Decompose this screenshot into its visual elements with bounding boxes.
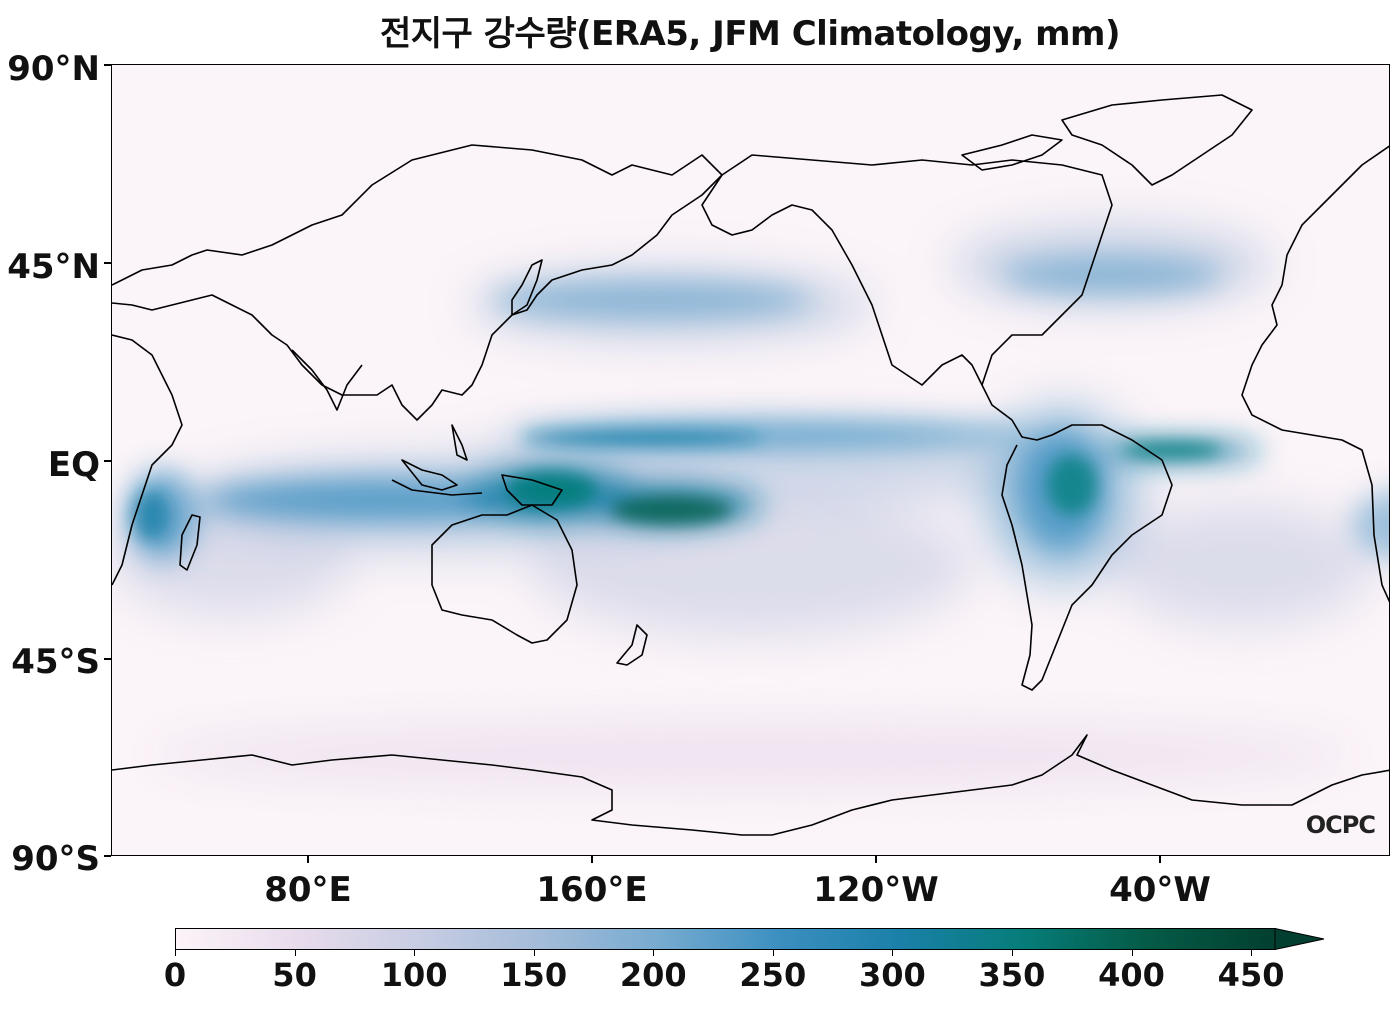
colorbar-tick-label: 250 bbox=[739, 956, 807, 994]
y-tick-mark bbox=[104, 658, 111, 660]
y-label-eq: EQ bbox=[47, 445, 100, 485]
y-label-90s: 90°S bbox=[11, 839, 100, 879]
coast-new-guinea bbox=[501, 474, 563, 506]
coast-greenland bbox=[1061, 94, 1253, 186]
colorbar-tick-mark bbox=[1251, 950, 1253, 956]
coast-madagascar bbox=[179, 514, 201, 571]
colorbar-tick-mark bbox=[1131, 950, 1133, 956]
coast-japan bbox=[511, 259, 543, 316]
x-tick-mark bbox=[875, 856, 877, 863]
y-tick-mark bbox=[104, 855, 111, 857]
colorbar-tick-mark bbox=[294, 950, 296, 956]
coast-new-zealand bbox=[616, 624, 648, 666]
colorbar-tick-label: 150 bbox=[500, 956, 568, 994]
coast-java bbox=[391, 479, 483, 496]
colorbar-tick-mark bbox=[175, 950, 176, 956]
x-tick-mark bbox=[307, 856, 309, 863]
colorbar-tick-mark bbox=[892, 950, 894, 956]
colorbar-extend-arrow bbox=[1274, 928, 1325, 950]
map-title: 전지구 강수량(ERA5, JFM Climatology, mm) bbox=[380, 14, 1121, 54]
colorbar-tick-label: 100 bbox=[380, 956, 448, 994]
coast-borneo bbox=[401, 459, 458, 491]
ocpc-logo: OCPC bbox=[1305, 811, 1376, 839]
colorbar-tick-label: 200 bbox=[619, 956, 687, 994]
colorbar-tick-label: 0 bbox=[163, 956, 187, 994]
colorbar-tick-mark bbox=[533, 950, 535, 956]
colorbar-tick-label: 400 bbox=[1098, 956, 1165, 994]
colorbar-tick-mark bbox=[414, 950, 416, 956]
colorbar-tick-label: 450 bbox=[1217, 956, 1285, 994]
colorbar-tick-mark bbox=[1011, 950, 1013, 956]
coast-arctic-islands bbox=[961, 134, 1063, 171]
y-tick-mark bbox=[104, 262, 111, 264]
precip-cores bbox=[134, 431, 1222, 540]
colorbar-gradient bbox=[175, 928, 1276, 950]
coast-asia bbox=[112, 144, 723, 421]
coast-india bbox=[291, 349, 363, 411]
coast-australia bbox=[431, 504, 578, 644]
coast-africa bbox=[112, 334, 183, 586]
colorbar-tick-label: 50 bbox=[272, 956, 317, 994]
y-tick-mark bbox=[104, 64, 111, 66]
y-label-90n: 90°N bbox=[7, 49, 100, 89]
coast-antarctica bbox=[112, 734, 1389, 836]
x-label-120w: 120°W bbox=[813, 870, 939, 910]
coast-europe-africa bbox=[1241, 145, 1389, 603]
coast-south-america bbox=[981, 384, 1173, 691]
x-tick-mark bbox=[591, 856, 593, 863]
y-label-45n: 45°N bbox=[7, 247, 100, 287]
precipitation-map: OCPC bbox=[111, 64, 1390, 856]
x-label-160e: 160°E bbox=[536, 870, 648, 910]
colorbar bbox=[175, 928, 1325, 950]
colorbar-tick-label: 350 bbox=[978, 956, 1046, 994]
colorbar-tick-label: 300 bbox=[858, 956, 926, 994]
coast-philippines bbox=[451, 424, 468, 461]
coastlines bbox=[112, 94, 1389, 836]
y-label-45s: 45°S bbox=[11, 642, 100, 682]
x-tick-mark bbox=[1159, 856, 1161, 863]
map-canvas bbox=[112, 94, 1389, 836]
y-tick-mark bbox=[104, 460, 111, 462]
x-label-40w: 40°W bbox=[1109, 870, 1211, 910]
x-label-80e: 80°E bbox=[264, 870, 352, 910]
colorbar-tick-mark bbox=[653, 950, 655, 956]
colorbar-tick-mark bbox=[772, 950, 774, 956]
